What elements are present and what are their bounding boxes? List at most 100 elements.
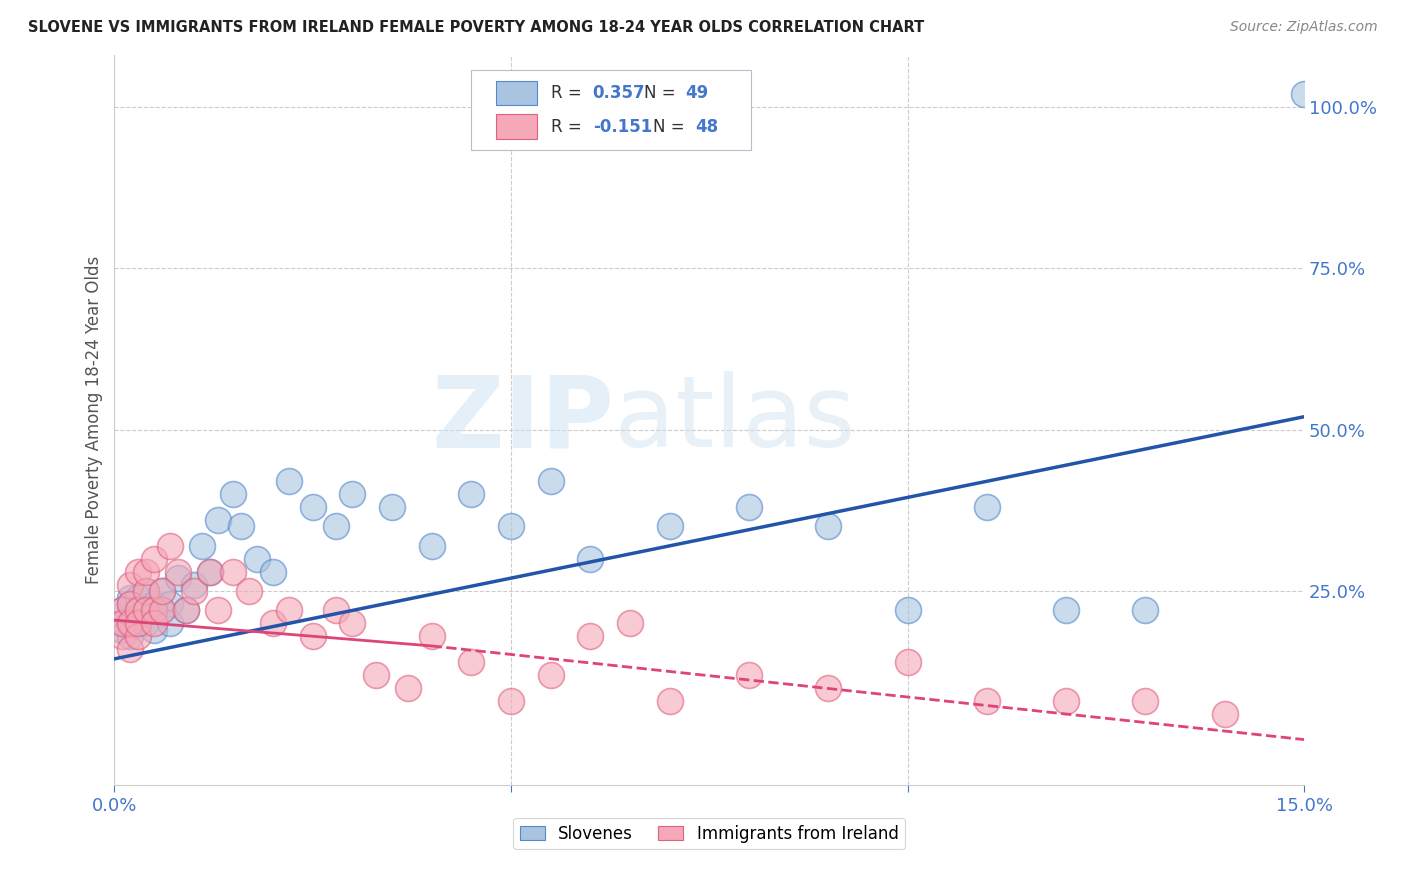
Point	[174, 603, 197, 617]
Point	[499, 519, 522, 533]
Text: 48: 48	[695, 118, 718, 136]
Point	[976, 694, 998, 708]
Point	[896, 655, 918, 669]
FancyBboxPatch shape	[496, 80, 537, 105]
Point	[150, 584, 173, 599]
Point	[183, 577, 205, 591]
Point	[579, 551, 602, 566]
Point	[222, 565, 245, 579]
Point	[222, 487, 245, 501]
Point	[540, 475, 562, 489]
Point	[262, 565, 284, 579]
Point	[143, 603, 166, 617]
Text: N =: N =	[644, 84, 681, 102]
Point	[277, 603, 299, 617]
Point	[111, 616, 134, 631]
Point	[1054, 603, 1077, 617]
Point	[207, 603, 229, 617]
Point	[460, 655, 482, 669]
Point	[277, 475, 299, 489]
Point	[143, 616, 166, 631]
Text: R =: R =	[551, 118, 588, 136]
Point	[1294, 87, 1316, 101]
Point	[167, 571, 190, 585]
Point	[167, 565, 190, 579]
Point	[111, 623, 134, 637]
Point	[420, 629, 443, 643]
Point	[342, 616, 364, 631]
Point	[896, 603, 918, 617]
Point	[1135, 603, 1157, 617]
Point	[976, 500, 998, 515]
Point	[143, 623, 166, 637]
Point	[159, 616, 181, 631]
Point	[135, 565, 157, 579]
Point	[579, 629, 602, 643]
Point	[150, 603, 173, 617]
Y-axis label: Female Poverty Among 18-24 Year Olds: Female Poverty Among 18-24 Year Olds	[86, 256, 103, 584]
FancyBboxPatch shape	[471, 70, 751, 150]
Point	[120, 597, 142, 611]
Point	[143, 597, 166, 611]
Point	[246, 551, 269, 566]
Point	[159, 539, 181, 553]
Point	[127, 610, 149, 624]
Point	[396, 681, 419, 695]
Point	[120, 616, 142, 631]
Point	[150, 584, 173, 599]
Point	[738, 668, 761, 682]
Point	[301, 500, 323, 515]
Point	[150, 603, 173, 617]
Point	[127, 616, 149, 631]
Point	[111, 616, 134, 631]
Point	[135, 603, 157, 617]
Point	[127, 603, 149, 617]
Text: R =: R =	[551, 84, 588, 102]
Point	[262, 616, 284, 631]
Text: Source: ZipAtlas.com: Source: ZipAtlas.com	[1230, 20, 1378, 34]
Text: atlas: atlas	[614, 371, 856, 468]
Text: N =: N =	[654, 118, 690, 136]
Point	[190, 539, 212, 553]
Point	[120, 616, 142, 631]
Point	[619, 616, 641, 631]
Text: SLOVENE VS IMMIGRANTS FROM IRELAND FEMALE POVERTY AMONG 18-24 YEAR OLDS CORRELAT: SLOVENE VS IMMIGRANTS FROM IRELAND FEMAL…	[28, 20, 924, 35]
Point	[143, 551, 166, 566]
Point	[1213, 706, 1236, 721]
Point	[135, 603, 157, 617]
Text: 49: 49	[686, 84, 709, 102]
Point	[135, 584, 157, 599]
Point	[111, 603, 134, 617]
FancyBboxPatch shape	[496, 114, 537, 139]
Point	[127, 591, 149, 605]
Point	[143, 603, 166, 617]
Point	[120, 591, 142, 605]
Point	[342, 487, 364, 501]
Point	[120, 597, 142, 611]
Point	[658, 519, 681, 533]
Point	[1135, 694, 1157, 708]
Point	[135, 584, 157, 599]
Point	[111, 629, 134, 643]
Point	[366, 668, 388, 682]
Point	[540, 668, 562, 682]
Point	[198, 565, 221, 579]
Legend: Slovenes, Immigrants from Ireland: Slovenes, Immigrants from Ireland	[513, 818, 905, 849]
Point	[420, 539, 443, 553]
Point	[127, 603, 149, 617]
Text: 0.357: 0.357	[593, 84, 645, 102]
Point	[120, 642, 142, 657]
Point	[111, 603, 134, 617]
Point	[1054, 694, 1077, 708]
Point	[817, 519, 839, 533]
Point	[127, 629, 149, 643]
Point	[120, 629, 142, 643]
Point	[127, 565, 149, 579]
Point	[198, 565, 221, 579]
Point	[301, 629, 323, 643]
Point	[381, 500, 404, 515]
Point	[207, 513, 229, 527]
Text: ZIP: ZIP	[432, 371, 614, 468]
Text: -0.151: -0.151	[593, 118, 652, 136]
Point	[817, 681, 839, 695]
